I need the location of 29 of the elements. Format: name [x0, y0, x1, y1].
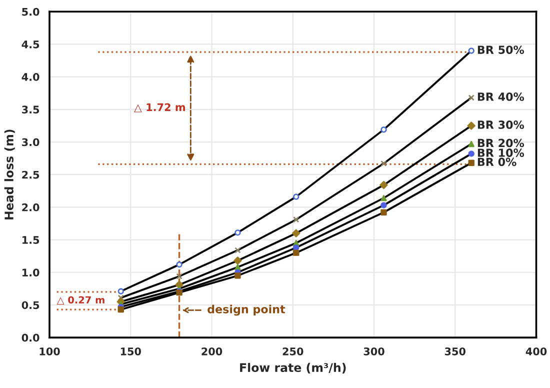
x-tick-label: 100	[40, 347, 60, 356]
y-axis-title: Head loss (m)	[4, 130, 15, 220]
x-axis-title: Flow rate (m³/h)	[240, 362, 346, 374]
y-tick-label: 4.5	[22, 40, 40, 48]
y-tick-label: 5.0	[22, 8, 40, 16]
series-label: BR 50%	[478, 46, 524, 54]
series-label: BR 40%	[478, 92, 524, 101]
annotation: △ 0.27 m	[56, 296, 104, 305]
ref-line-label: design point	[208, 304, 286, 316]
x-tick-label: 250	[282, 347, 304, 356]
y-tick-label: 4.0	[22, 73, 40, 81]
x-tick-label: 150	[120, 347, 141, 356]
x-tick-label: 300	[364, 347, 384, 356]
y-tick-label: 2.0	[22, 203, 40, 212]
y-tick-label: 0.0	[22, 334, 40, 342]
y-tick-label: 0.5	[22, 301, 40, 310]
y-tick-label: 3.5	[22, 106, 40, 114]
y-tick-label: 3.0	[22, 138, 40, 146]
series-label: BR 20%	[478, 138, 524, 148]
y-tick-label: 1.5	[22, 236, 40, 244]
x-tick-label: 200	[202, 347, 222, 356]
y-tick-label: 1.0	[22, 268, 40, 276]
x-tick-label: 350	[444, 347, 466, 356]
series-label: BR 30%	[478, 120, 524, 129]
series-label: BR 0%	[478, 158, 516, 166]
series-label: BR 10%	[478, 148, 524, 157]
x-tick-label: 400	[526, 347, 547, 356]
annotation: △ 1.72 m	[134, 103, 185, 112]
y-tick-label: 2.5	[22, 170, 40, 179]
